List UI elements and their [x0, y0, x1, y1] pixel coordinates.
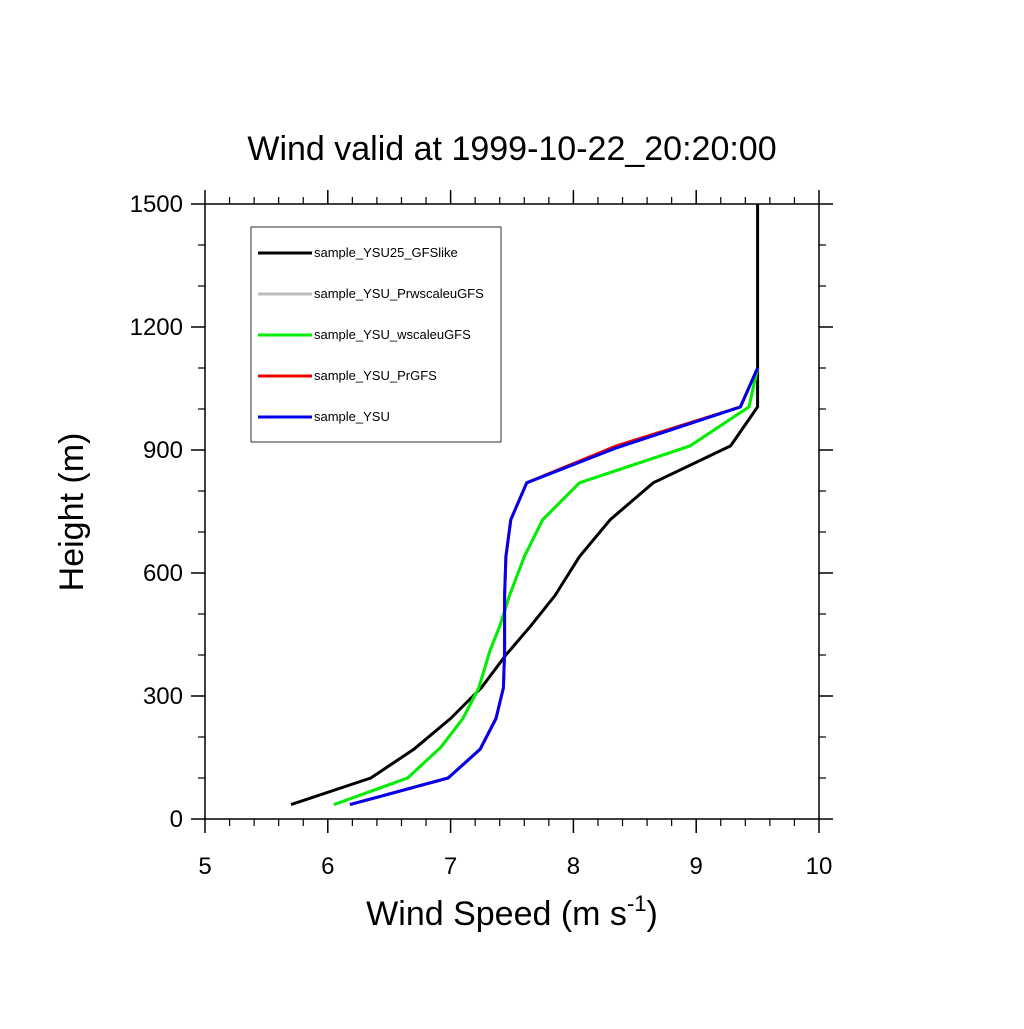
y-tick-label: 0 — [170, 806, 183, 833]
x-tick-label: 8 — [567, 853, 580, 880]
legend-label: sample_YSU_PrGFS — [314, 368, 437, 383]
legend-items: sample_YSU25_GFSlike sample_YSU_Prwscaleu… — [258, 245, 484, 424]
legend-label: sample_YSU_PrwscaleuGFS — [314, 286, 484, 301]
x-tick-label: 10 — [806, 853, 833, 880]
plot-frame — [204, 203, 820, 820]
y-tick-label: 1500 — [130, 191, 183, 218]
x-tick-label: 5 — [198, 853, 211, 880]
series-line-5 — [349, 367, 759, 807]
legend-label: sample_YSU — [314, 409, 390, 424]
y-tick-label: 900 — [143, 437, 183, 464]
legend-label: sample_YSU25_GFSlike — [314, 245, 458, 260]
x-axis-label-main: Wind Speed (m s — [366, 895, 627, 933]
y-axis-label: Height (m) — [53, 433, 91, 592]
x-axis-label-close: ) — [647, 895, 658, 933]
legend-label: sample_YSU_wscaleuGFS — [314, 327, 471, 342]
x-axis-label-sup: -1 — [627, 891, 647, 916]
series-lines — [290, 204, 760, 807]
y-tick-label: 600 — [143, 560, 183, 587]
x-axis-label: Wind Speed (m s-1) — [366, 891, 658, 933]
series-line-1 — [290, 204, 760, 807]
x-tick-label: 7 — [444, 853, 457, 880]
chart-title: Wind valid at 1999-10-22_20:20:00 — [247, 130, 776, 168]
legend: sample_YSU25_GFSlike sample_YSU_Prwscaleu… — [250, 226, 502, 443]
y-tick-label: 300 — [143, 683, 183, 710]
axis-ticks: 5 6 7 8 9 10 0 300 600 900 1200 1500 — [130, 190, 833, 880]
x-tick-label: 9 — [690, 853, 703, 880]
y-tick-label: 1200 — [130, 314, 183, 341]
x-tick-label: 6 — [321, 853, 334, 880]
